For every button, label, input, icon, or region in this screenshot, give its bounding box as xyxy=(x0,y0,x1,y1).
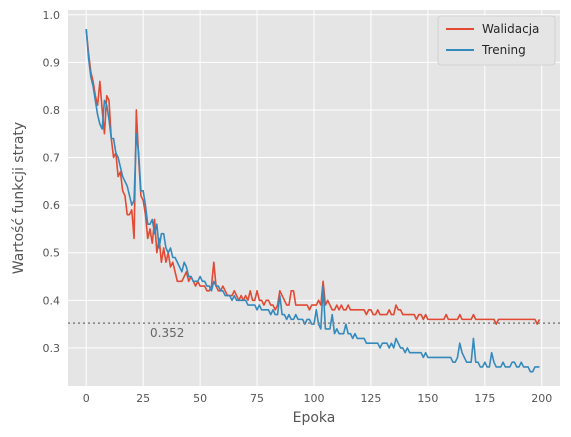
series-layer xyxy=(85,28,541,373)
y-tick-label: 0.5 xyxy=(43,247,61,260)
series-line-walidacja xyxy=(85,28,541,325)
legend-label-trening: Trening xyxy=(481,43,526,57)
y-tick-label: 0.9 xyxy=(43,56,61,69)
x-tick-label: 100 xyxy=(304,392,325,405)
x-axis-label: Epoka xyxy=(293,410,336,426)
x-tick-label: 125 xyxy=(360,392,381,405)
grid xyxy=(68,10,560,386)
x-tick-label: 0 xyxy=(83,392,90,405)
x-tick-label: 200 xyxy=(531,392,552,405)
x-tick-label: 50 xyxy=(193,392,207,405)
y-tick-label: 0.7 xyxy=(43,152,61,165)
x-tick-label: 75 xyxy=(250,392,264,405)
y-tick-label: 0.8 xyxy=(43,104,61,117)
y-tick-label: 0.4 xyxy=(43,294,61,307)
y-tick-label: 0.3 xyxy=(43,342,61,355)
y-axis-label: Wartość funkcji straty xyxy=(11,122,27,274)
x-tick-label: 175 xyxy=(474,392,495,405)
x-tick-label: 25 xyxy=(136,392,150,405)
legend-label-walidacja: Walidacja xyxy=(482,22,539,36)
y-tick-labels: 0.3 0.4 0.5 0.6 0.7 0.8 0.9 1.0 xyxy=(43,9,61,355)
y-tick-label: 0.6 xyxy=(43,199,61,212)
y-tick-label: 1.0 xyxy=(43,9,61,22)
series-line-trening xyxy=(85,28,540,373)
x-tick-label: 150 xyxy=(417,392,438,405)
legend: Walidacja Trening xyxy=(437,15,556,66)
reference-label: 0.352 xyxy=(150,326,184,340)
x-tick-labels: 0 25 50 75 100 125 150 175 200 xyxy=(83,392,553,405)
